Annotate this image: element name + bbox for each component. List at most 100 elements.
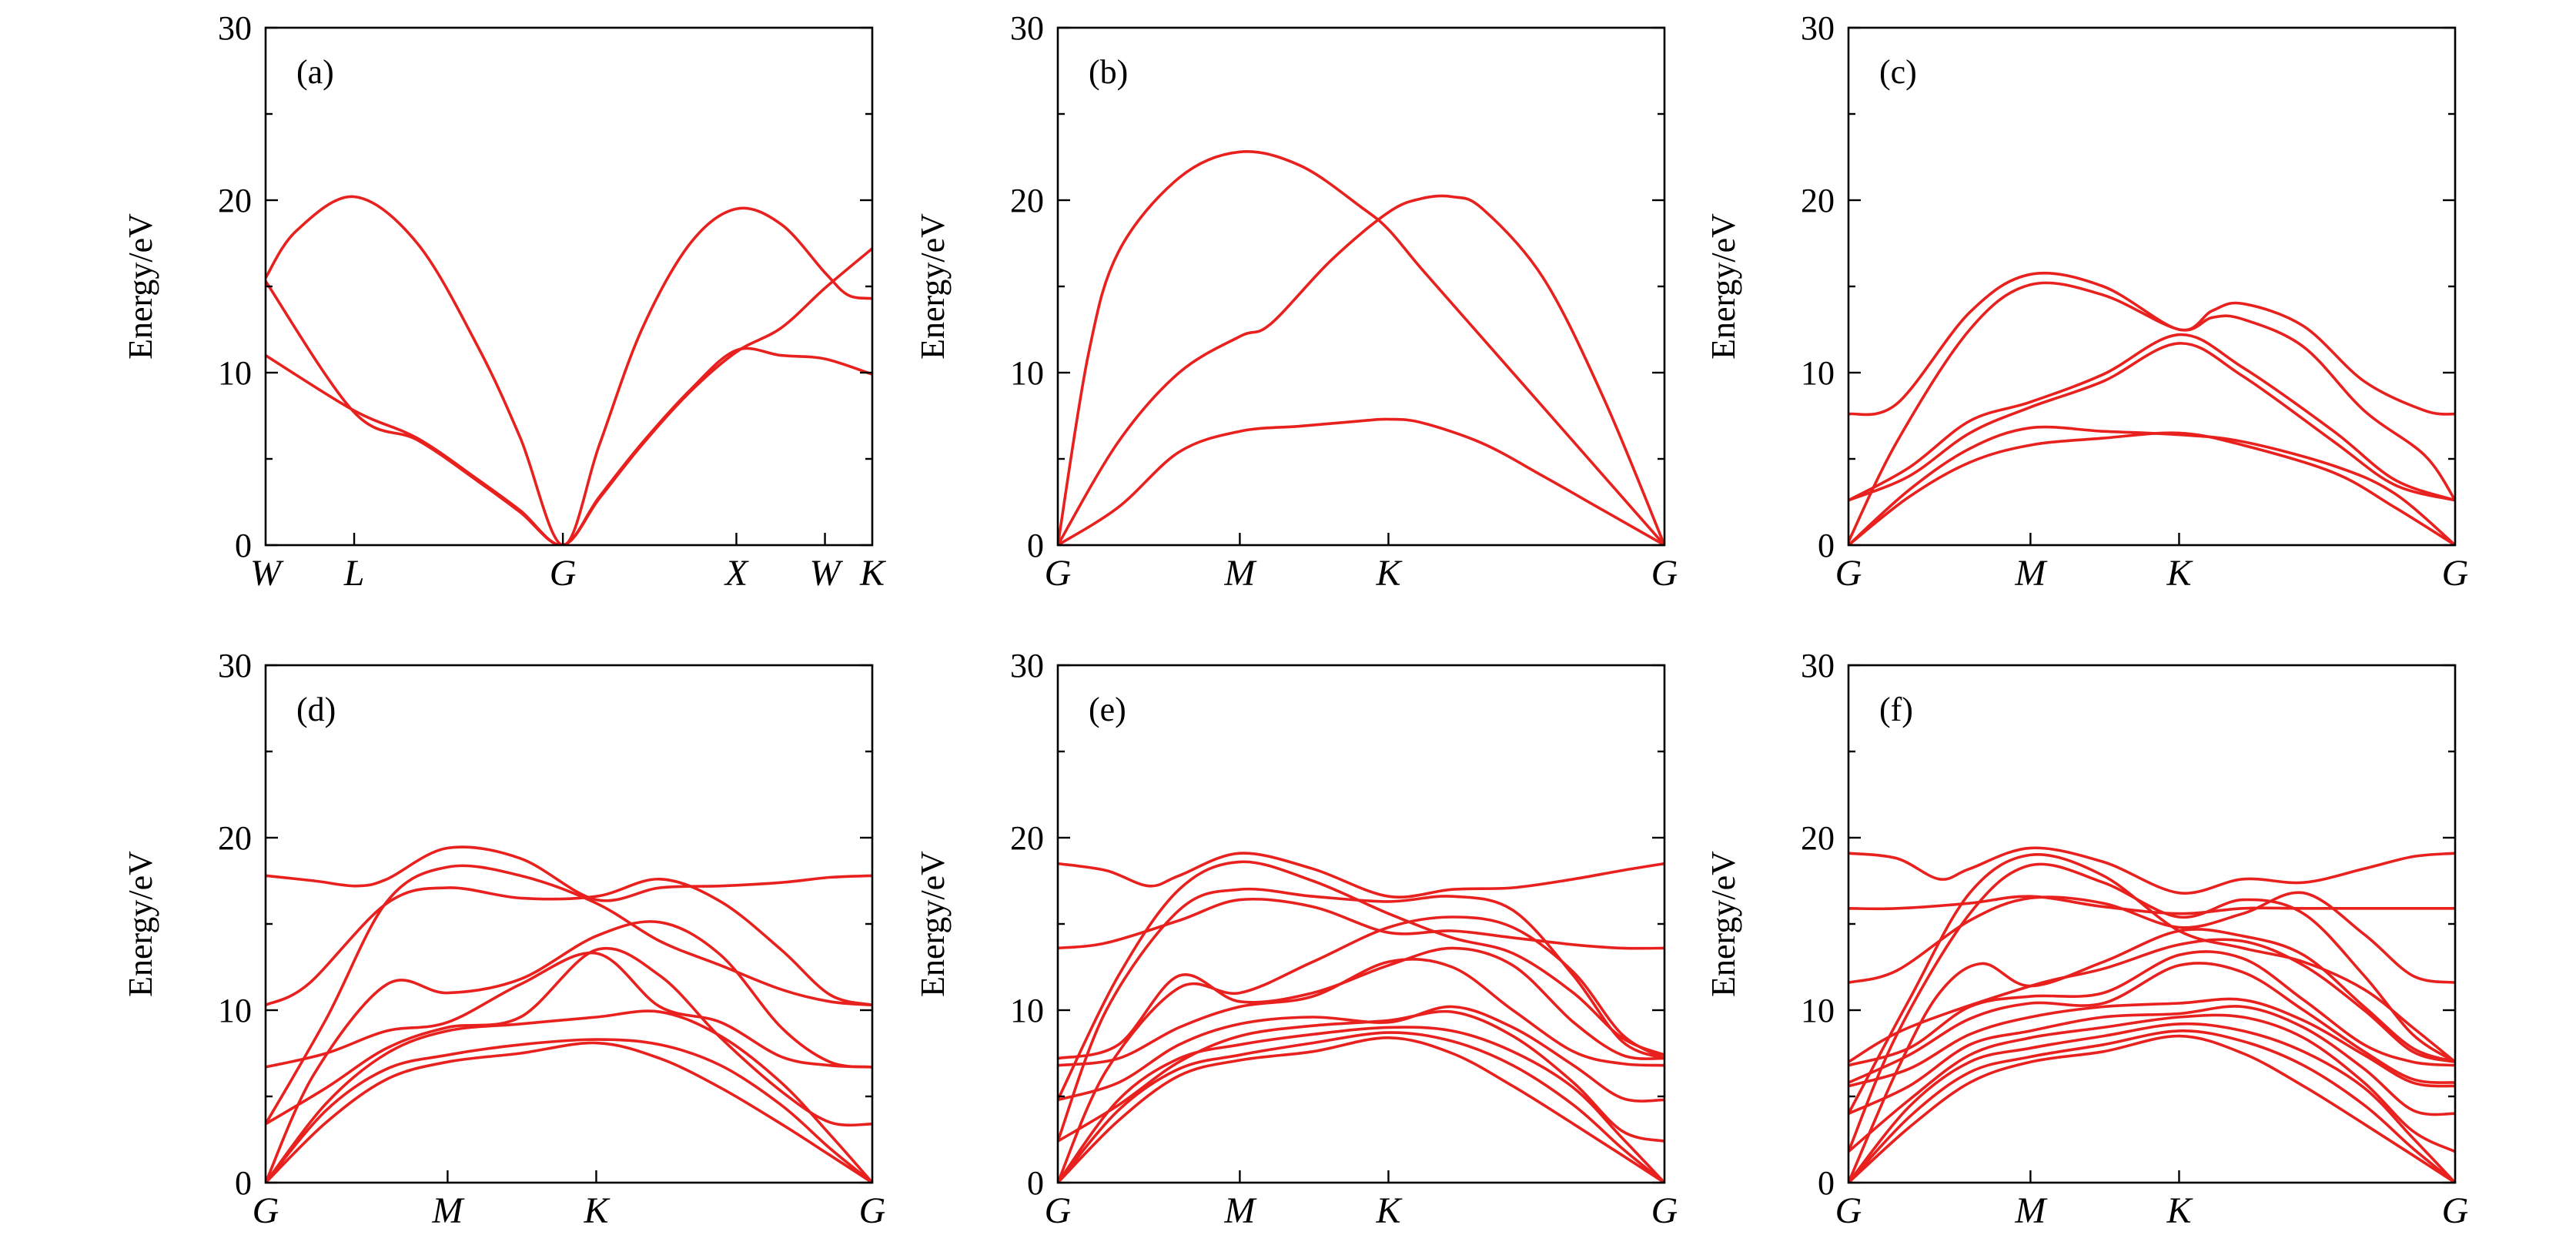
band-line-band-9 (1058, 897, 1664, 950)
band-line-band-10 (1058, 887, 1664, 1143)
y-axis-label: Energy/eV (1705, 213, 1742, 360)
y-tick-label: 30 (1801, 9, 1835, 47)
bands-group (1848, 846, 2455, 1183)
band-line-band-6 (1058, 958, 1664, 1067)
y-tick-label: 30 (218, 647, 252, 684)
band-line-band-8 (1848, 950, 2455, 1067)
y-axis-label: Energy/eV (122, 213, 159, 360)
band-line-band-11 (1848, 891, 2455, 984)
panel-label: (d) (296, 691, 336, 728)
band-panel-6: 0 10 20 30 G M K G Energy/eV (f) (1705, 647, 2468, 1231)
y-tick-label: 30 (1010, 647, 1044, 684)
band-line-band-12 (1848, 895, 2455, 915)
band-line-band-3 (266, 1009, 872, 1183)
band-line-band-6 (1848, 271, 2455, 417)
band-line-band-4 (1848, 1013, 2455, 1153)
band-line-band-2 (266, 246, 872, 545)
y-tick-label: 10 (1010, 354, 1044, 392)
kpoint-label-X: X (724, 553, 749, 594)
band-line-band-5 (1058, 1005, 1664, 1103)
band-line-band-6 (266, 920, 872, 1183)
band-line-band-2 (1058, 1031, 1664, 1183)
band-line-band-11 (1058, 860, 1664, 1102)
band-line-band-7 (1058, 946, 1664, 1060)
plot-frame (264, 26, 874, 547)
plot-frame (1056, 26, 1666, 547)
band-line-band-1 (1848, 431, 2455, 545)
panel-label: (b) (1089, 53, 1128, 91)
kpoint-label-M: M (1223, 1190, 1257, 1231)
bands-group (1058, 150, 1664, 545)
kpoint-label-G: G (1835, 553, 1862, 594)
bands-group (1848, 271, 2455, 545)
y-tick-label: 10 (218, 992, 252, 1029)
y-tick-label: 0 (1027, 527, 1044, 564)
y-tick-label: 20 (1801, 182, 1835, 219)
band-line-band-9 (266, 845, 872, 902)
band-line-band-1 (266, 1041, 872, 1183)
kpoint-label-G: G (1651, 1190, 1678, 1231)
band-line-band-2 (1848, 425, 2455, 545)
band-line-band-14 (1848, 853, 2455, 1116)
y-tick-label: 20 (218, 819, 252, 857)
y-tick-label: 0 (1818, 1164, 1835, 1202)
band-line-band-5 (1848, 1005, 2455, 1116)
kpoint-label-K: K (2166, 1190, 2193, 1231)
panel-label: (c) (1879, 53, 1917, 91)
bands-group (266, 195, 872, 545)
kpoint-label-G: G (859, 1190, 886, 1231)
y-axis-label: Energy/eV (914, 851, 952, 997)
y-tick-label: 10 (1801, 354, 1835, 392)
band-line-band-1 (266, 346, 872, 545)
kpoint-label-L: L (343, 553, 365, 594)
band-line-band-2 (266, 1038, 872, 1183)
kpoint-label-K: K (859, 553, 887, 594)
kpoint-label-G: G (1651, 553, 1678, 594)
band-line-band-3 (1848, 342, 2455, 502)
band-panel-3: 0 10 20 30 G M K G Energy/eV (c) (1705, 9, 2468, 594)
band-line-band-10 (1848, 928, 2455, 1183)
band-line-band-2 (1848, 1029, 2455, 1183)
y-tick-label: 0 (1027, 1164, 1044, 1202)
kpoint-label-M: M (1223, 553, 1257, 594)
band-line-band-5 (1848, 281, 2455, 544)
band-line-band-6 (1848, 997, 2455, 1088)
y-tick-label: 20 (218, 182, 252, 219)
band-line-band-9 (1848, 938, 2455, 1063)
band-line-band-1 (1848, 1034, 2455, 1183)
band-line-band-13 (1848, 862, 2455, 1153)
kpoint-label-K: K (2166, 553, 2193, 594)
band-panel-5: 0 10 20 30 G M K G Energy/eV (e) (914, 647, 1678, 1231)
kpoint-label-G: G (2442, 553, 2469, 594)
band-line-band-3 (1058, 1026, 1664, 1183)
y-tick-label: 0 (1818, 527, 1835, 564)
band-line-band-5 (266, 951, 872, 1069)
band-line-band-1 (1058, 1036, 1664, 1183)
band-line-band-12 (1058, 852, 1664, 899)
kpoint-label-M: M (2014, 1190, 2048, 1231)
band-line-band-8 (1058, 915, 1664, 1183)
band-line-band-7 (1848, 962, 2455, 1084)
kpoint-label-K: K (1375, 1190, 1403, 1231)
band-line-band-2 (1058, 194, 1664, 545)
kpoint-label-M: M (2014, 553, 2048, 594)
panel-label: (a) (296, 53, 334, 91)
kpoint-label-M: M (431, 1190, 465, 1231)
band-panel-4: 0 10 20 30 G M K G Energy/eV (d) (122, 647, 885, 1231)
band-line-band-3 (266, 195, 872, 545)
y-tick-label: 20 (1010, 182, 1044, 219)
kpoint-label-W: W (250, 553, 284, 594)
kpoint-label-W: W (810, 553, 844, 594)
panel-label: (e) (1089, 691, 1126, 728)
bands-group (1058, 852, 1664, 1183)
y-tick-label: 30 (218, 9, 252, 47)
y-tick-label: 10 (218, 354, 252, 392)
kpoint-label-K: K (1375, 553, 1403, 594)
y-tick-label: 0 (235, 527, 252, 564)
y-axis-label: Energy/eV (914, 213, 952, 360)
y-tick-label: 30 (1801, 647, 1835, 684)
y-axis-label: Energy/eV (122, 851, 159, 997)
kpoint-label-G: G (1045, 553, 1072, 594)
